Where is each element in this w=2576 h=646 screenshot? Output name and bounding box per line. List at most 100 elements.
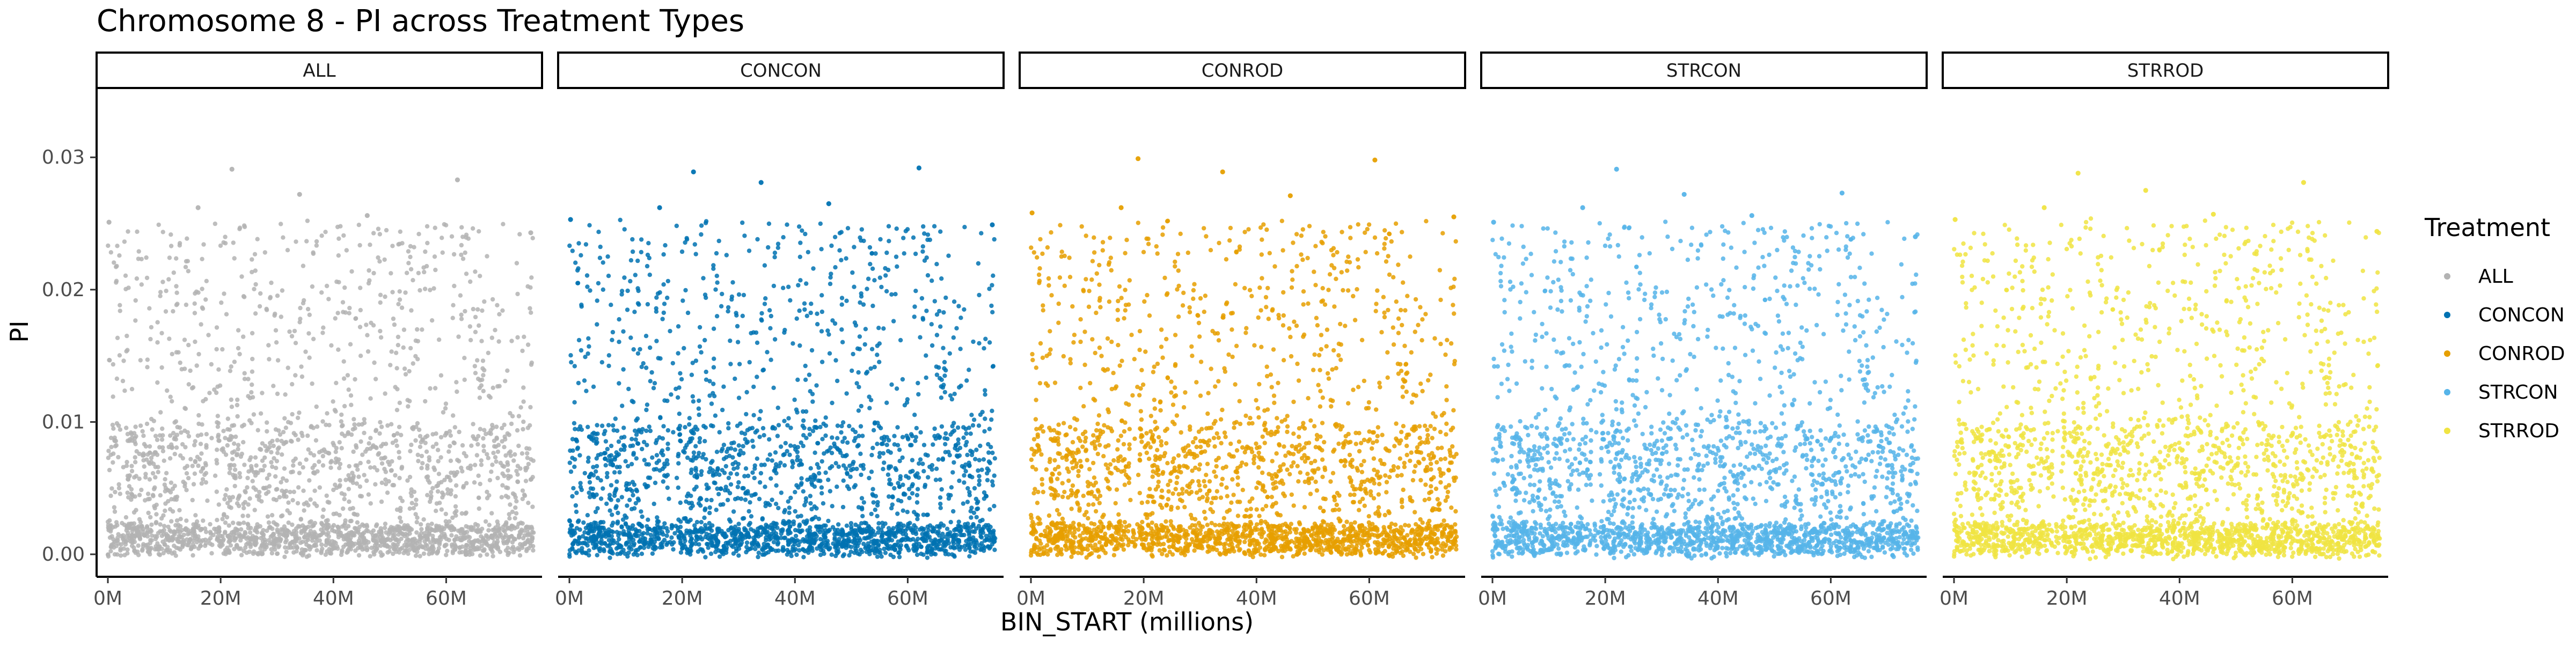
data-point	[932, 426, 937, 431]
data-point	[231, 423, 237, 428]
data-point	[839, 430, 844, 435]
data-point	[392, 532, 397, 538]
data-point	[397, 424, 402, 429]
data-point	[728, 519, 733, 524]
data-point	[883, 550, 888, 555]
data-point	[587, 548, 591, 553]
data-point	[930, 529, 935, 534]
data-point	[454, 380, 459, 385]
data-point	[319, 542, 324, 547]
data-point	[876, 526, 881, 531]
data-point	[342, 521, 348, 526]
data-point	[380, 442, 385, 446]
data-point	[670, 361, 676, 366]
data-point	[622, 227, 627, 232]
data-point	[936, 457, 941, 462]
data-point	[840, 542, 845, 547]
data-point	[938, 229, 943, 234]
data-point	[635, 416, 640, 421]
data-point	[689, 372, 694, 377]
data-point	[872, 550, 877, 556]
data-point	[149, 456, 154, 460]
data-point	[845, 472, 850, 476]
data-point	[414, 530, 419, 535]
data-point	[990, 483, 996, 488]
data-point	[584, 273, 590, 278]
data-point	[633, 548, 639, 553]
data-point	[215, 461, 219, 466]
data-point	[168, 394, 173, 399]
data-point	[178, 360, 182, 365]
data-point	[724, 547, 729, 552]
data-point	[387, 549, 392, 554]
data-point	[828, 466, 832, 471]
data-point	[368, 501, 373, 506]
data-point	[308, 497, 313, 502]
data-point	[311, 453, 317, 458]
data-point	[331, 523, 336, 528]
data-point	[247, 530, 253, 535]
data-point	[895, 264, 899, 269]
data-point	[356, 223, 361, 227]
data-point	[682, 346, 686, 351]
data-point	[990, 450, 995, 456]
data-point	[452, 441, 457, 446]
data-point	[480, 308, 485, 313]
data-point	[231, 520, 236, 525]
data-point	[407, 531, 412, 536]
data-point	[260, 551, 265, 556]
data-point	[224, 312, 229, 317]
data-point	[978, 443, 983, 449]
data-point	[288, 421, 294, 425]
data-point	[144, 275, 150, 281]
data-point	[395, 431, 400, 436]
data-point	[492, 540, 497, 545]
data-point	[144, 457, 149, 462]
data-point	[273, 522, 279, 526]
data-point	[523, 540, 528, 545]
data-point	[227, 427, 232, 432]
data-point	[635, 351, 641, 356]
data-point	[773, 548, 779, 553]
data-point	[699, 223, 704, 228]
data-point	[964, 439, 969, 445]
data-point	[518, 531, 523, 536]
data-point	[713, 413, 718, 418]
data-point	[709, 537, 715, 541]
data-point	[803, 363, 808, 369]
data-point	[614, 479, 619, 484]
data-point	[444, 524, 449, 529]
data-point	[782, 330, 787, 335]
data-point	[712, 480, 716, 485]
data-point	[472, 364, 477, 369]
data-point	[744, 549, 749, 555]
data-point	[396, 302, 401, 306]
data-point	[508, 453, 513, 458]
data-point	[459, 511, 464, 516]
data-point	[859, 227, 865, 232]
data-point	[685, 494, 690, 498]
data-point	[697, 344, 702, 349]
data-point	[569, 360, 574, 365]
data-point	[587, 344, 591, 349]
data-point	[788, 298, 793, 303]
data-point	[699, 232, 704, 237]
data-point	[160, 280, 165, 284]
data-point	[884, 400, 889, 405]
data-point	[484, 431, 488, 436]
data-point	[743, 490, 749, 495]
data-point	[232, 449, 237, 454]
data-point	[367, 441, 371, 446]
data-point	[615, 521, 620, 526]
data-point	[471, 306, 475, 312]
data-point	[689, 494, 693, 498]
data-point	[306, 447, 311, 452]
data-point	[654, 460, 660, 465]
data-point	[610, 423, 616, 428]
data-point	[837, 537, 841, 541]
data-point	[369, 545, 374, 550]
data-point	[276, 537, 281, 541]
data-point	[925, 273, 931, 278]
data-point	[379, 424, 384, 429]
data-point	[451, 413, 456, 418]
